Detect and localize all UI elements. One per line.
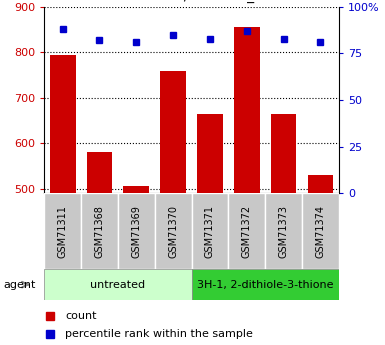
- Bar: [44, 193, 81, 269]
- Text: percentile rank within the sample: percentile rank within the sample: [65, 329, 253, 339]
- Text: GSM71371: GSM71371: [205, 205, 215, 258]
- Text: count: count: [65, 311, 96, 321]
- Bar: [302, 193, 339, 269]
- Text: GSM71372: GSM71372: [242, 205, 252, 258]
- Bar: [308, 175, 333, 193]
- Bar: [271, 114, 296, 193]
- Bar: [124, 186, 149, 193]
- Bar: [197, 114, 223, 193]
- Bar: [44, 269, 192, 300]
- Text: GSM71368: GSM71368: [94, 205, 104, 258]
- Text: untreated: untreated: [90, 280, 146, 289]
- Text: GSM71374: GSM71374: [315, 205, 325, 258]
- Text: 3H-1, 2-dithiole-3-thione: 3H-1, 2-dithiole-3-thione: [197, 280, 333, 289]
- Bar: [265, 193, 302, 269]
- Text: GSM71369: GSM71369: [131, 205, 141, 258]
- Bar: [87, 152, 112, 193]
- Text: GSM71370: GSM71370: [168, 205, 178, 258]
- Text: GSM71311: GSM71311: [58, 205, 68, 258]
- Bar: [50, 55, 75, 193]
- Bar: [228, 193, 265, 269]
- Bar: [234, 27, 259, 193]
- Text: agent: agent: [4, 280, 36, 289]
- Bar: [192, 193, 228, 269]
- Title: GDS1484 / U58858_at: GDS1484 / U58858_at: [114, 0, 269, 3]
- Bar: [81, 193, 118, 269]
- Text: GSM71373: GSM71373: [279, 205, 289, 258]
- Bar: [192, 269, 339, 300]
- Bar: [118, 193, 155, 269]
- Bar: [160, 70, 186, 193]
- Bar: [155, 193, 192, 269]
